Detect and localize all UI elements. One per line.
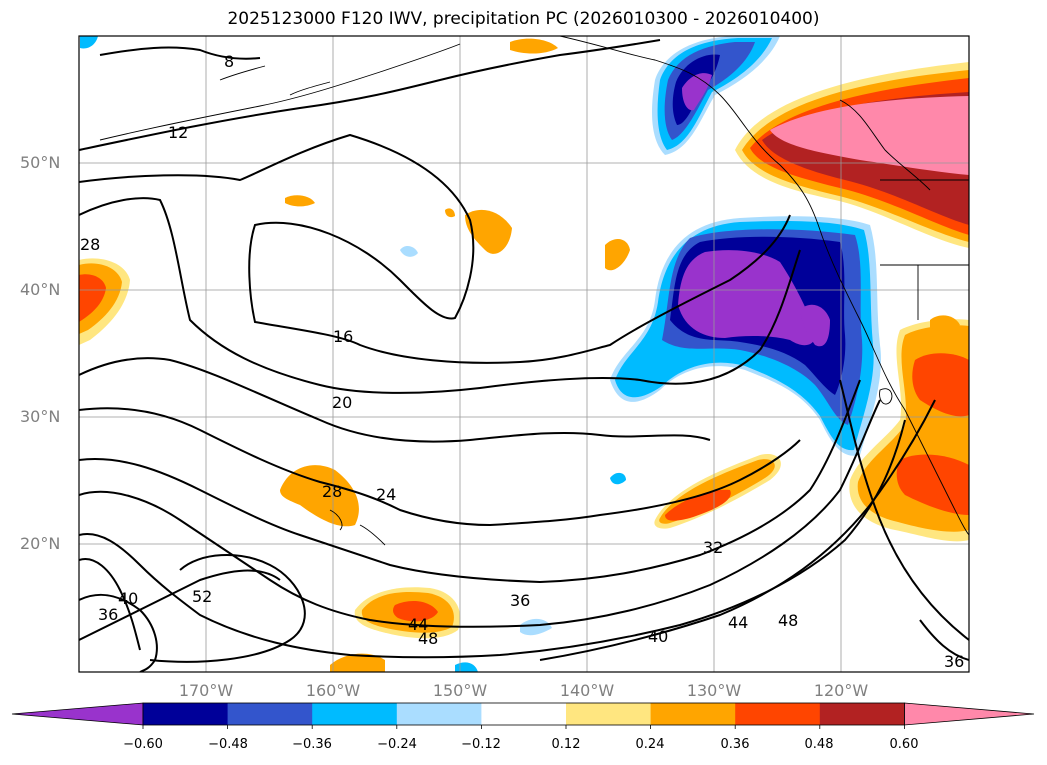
colorbar-swatch: [735, 703, 821, 725]
colorbar-tick: −0.12: [461, 737, 501, 752]
contour-label: 36: [944, 652, 964, 671]
colorbar-extend-left: [11, 702, 144, 726]
lat-label-40n: 40°N: [20, 280, 61, 299]
colorbar-tick: 0.60: [889, 737, 919, 752]
shade-west-red: [79, 274, 106, 322]
lon-label-140w: 140°W: [559, 681, 615, 700]
lat-label-30n: 30°N: [20, 407, 61, 426]
shade-neg1: [400, 246, 418, 257]
contour-labels: 8 12 16 20 24 28 32 36 36 36 40 40 44 44…: [80, 52, 964, 671]
contour-label: 36: [510, 591, 530, 610]
colorbar-swatch: [819, 703, 905, 725]
colorbar: [11, 702, 1035, 729]
shade-neg5: [80, 36, 98, 49]
graticule: [79, 36, 969, 672]
map-title: 2025123000 F120 IWV, precipitation PC (2…: [227, 9, 820, 29]
colorbar-tick: 0.24: [635, 737, 665, 752]
colorbar-frame: [142, 702, 905, 726]
contour-label: 44: [408, 615, 428, 634]
coastlines: [99, 36, 969, 546]
shade-hawaii-orange: [280, 465, 359, 527]
lon-label-150w: 150°W: [432, 681, 488, 700]
contour-label: 36: [98, 605, 118, 624]
shade-calif-purple2: [800, 304, 830, 347]
lon-label-130w: 130°W: [686, 681, 742, 700]
shade-blob1: [465, 209, 512, 254]
colorbar-extend-right: [904, 702, 1035, 726]
contour-label: 24: [376, 485, 396, 504]
shade-mex-red2: [896, 454, 969, 515]
contour-label: 40: [648, 627, 668, 646]
contour-label: 44: [728, 613, 748, 632]
contour-label: 20: [332, 393, 352, 412]
shade-mex-red: [912, 353, 969, 417]
colorbar-swatch: [143, 703, 229, 725]
colorbar-swatch: [481, 703, 567, 725]
contour-label: 48: [778, 611, 798, 630]
colorbar-swatch: [312, 703, 398, 725]
contour-label: 32: [703, 538, 723, 557]
shade-blob4: [285, 195, 315, 207]
colorbar-tick: 0.48: [804, 737, 834, 752]
lon-label-120w: 120°W: [813, 681, 869, 700]
shade-canada-pink: [770, 96, 969, 175]
colorbar-tick: −0.36: [292, 737, 332, 752]
shade-neg3: [610, 472, 626, 485]
contour-label: 12: [168, 123, 188, 142]
shade-south2-orange: [330, 653, 385, 672]
lat-label-50n: 50°N: [20, 153, 61, 172]
colorbar-tick: −0.48: [208, 737, 248, 752]
shade-blob6: [930, 315, 960, 331]
contour-label: 52: [192, 587, 212, 606]
contour-label: 40: [118, 589, 138, 608]
contour-label: 28: [322, 482, 342, 501]
contour-label: 8: [224, 52, 234, 71]
shade-blob3: [510, 38, 558, 54]
shade-calif-purple: [678, 250, 816, 346]
shade-neg4: [455, 662, 478, 672]
colorbar-tick: −0.60: [123, 737, 163, 752]
contour-label: 48: [418, 629, 438, 648]
colorbar-tick: −0.24: [377, 737, 417, 752]
colorbar-swatch: [650, 703, 736, 725]
colorbar-swatch: [566, 703, 652, 725]
lon-label-160w: 160°W: [305, 681, 361, 700]
lon-label-170w: 170°W: [178, 681, 234, 700]
shade-blob2: [605, 238, 630, 271]
contour-label: 28: [80, 235, 100, 254]
contour-label: 16: [333, 327, 353, 346]
colorbar-swatch: [396, 703, 482, 725]
colorbar-swatch: [227, 703, 313, 725]
shade-blob5: [445, 208, 455, 218]
colorbar-tick: 0.12: [551, 737, 581, 752]
precip-shading: [79, 36, 969, 672]
map-frame: [78, 35, 970, 673]
shade-neg2: [520, 618, 552, 636]
iwv-contours: [79, 39, 969, 672]
colorbar-tick: 0.36: [720, 737, 750, 752]
lat-label-20n: 20°N: [20, 534, 61, 553]
shade-south-red: [393, 600, 438, 622]
